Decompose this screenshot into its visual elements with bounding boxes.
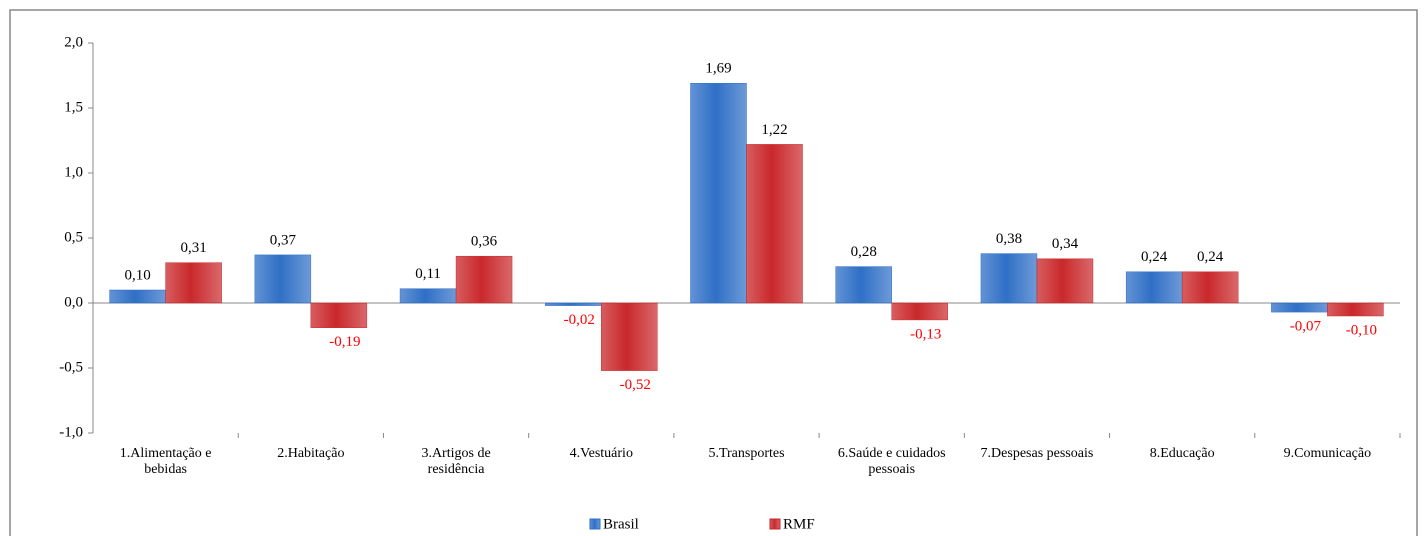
chart-border [9,9,1418,536]
value-label: 0,36 [471,234,498,250]
value-label: -0,19 [329,334,360,350]
value-label: 0,31 [180,240,206,256]
value-label: -0,52 [620,377,651,393]
value-label: 0,34 [1052,236,1079,252]
bar [109,289,166,304]
bar [746,144,803,304]
bar [690,83,747,304]
value-label: -0,07 [1290,319,1322,335]
x-tick-label: 8.Educação [1149,446,1215,461]
y-tick-label: -1,0 [59,424,83,440]
legend-label: RMF [783,516,815,532]
x-tick-label: 2.Habitação [277,446,345,461]
bar [399,288,457,304]
legend-swatch [769,518,781,530]
value-label: -0,13 [910,326,941,342]
bar [835,266,892,304]
value-label: 1,22 [761,122,787,138]
bar [165,262,222,304]
x-tick-label: 6.Saúde e cuidados pessoais [837,446,946,477]
value-label: -0,10 [1346,322,1377,338]
y-tick-label: 0,0 [64,294,83,310]
x-tick-label: 4.Vestuário [569,446,633,461]
x-tick-label: 1.Alimentação e bebidas [119,446,212,477]
bar [980,253,1038,304]
bar [545,302,602,306]
bar [455,255,513,304]
bar [1181,271,1239,304]
value-label: 0,28 [851,244,877,260]
value-label: 0,10 [124,267,150,283]
bar [1271,302,1328,313]
y-tick-label: 1,0 [64,164,83,180]
x-tick-label: 5.Transportes [708,446,785,461]
bar [891,302,948,321]
value-label: -0,02 [564,312,595,328]
x-tick-label: 9.Comunicação [1283,446,1372,461]
x-tick-label: 3.Artigos de residência [421,446,491,477]
value-label: 0,37 [270,232,297,248]
bar [1125,271,1183,304]
bar [310,302,368,328]
x-tick-label: 7.Despesas pessoais [980,446,1094,461]
legend-swatch [589,518,601,530]
bar [601,302,658,371]
value-label: 0,11 [415,266,441,282]
bar [1036,258,1094,304]
value-label: 1,69 [705,61,731,77]
y-tick-label: -0,5 [59,359,83,375]
y-tick-label: 0,5 [64,229,83,245]
value-label: 0,24 [1197,249,1224,265]
bar [254,254,312,304]
y-tick-label: 2,0 [64,34,83,50]
value-label: 0,24 [1141,249,1168,265]
y-tick-label: 1,5 [64,99,83,115]
legend-label: Brasil [603,516,639,532]
bar [1327,302,1384,317]
value-label: 0,38 [996,231,1022,247]
